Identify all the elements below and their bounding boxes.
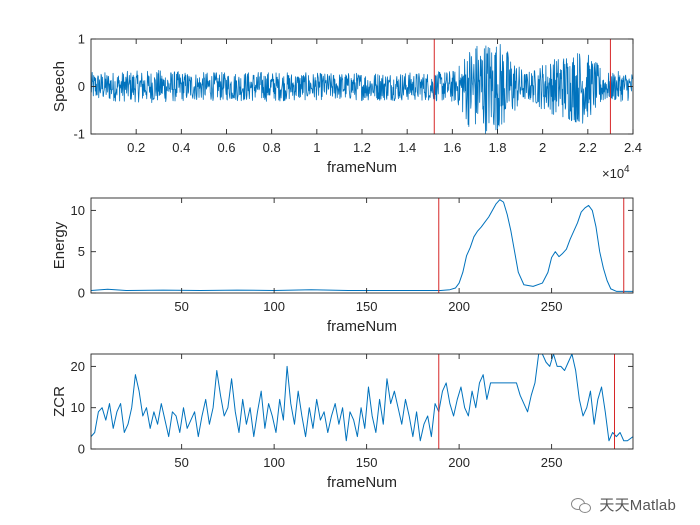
x-tick-label: 100 [263,455,285,470]
x-tick-label: 1.6 [443,140,461,155]
axes-frame [90,353,634,450]
x-tick-label: 0.6 [217,140,235,155]
x-tick-label: 1.2 [353,140,371,155]
zcr-line [91,354,633,442]
x-tick-label: 0.2 [127,140,145,155]
series-group [91,39,633,134]
subplot-1: 0.2 0.4 0.6 0.8 1 1.2 1.4 1.6 1.8 2 2.2 2.4 -1 0 1 fram… [51,32,642,182]
x-axis-label: frameNum [327,474,397,491]
speech-line [91,44,633,134]
y-axis-label: Speech [51,61,68,112]
y-axis-label: Energy [51,221,68,269]
x-tick-label: 1 [313,140,320,155]
axes-frame [90,197,634,294]
x-tick-label: 200 [448,299,470,314]
x-tick-label: 150 [356,299,378,314]
watermark-text: 天天Matlab [599,497,676,514]
y-tick-label: -1 [73,127,85,142]
series-group [91,354,633,449]
x-exponent-label: ×10 [602,166,624,181]
x-tick-label: 1.4 [398,140,416,155]
watermark: 天天Matlab [571,494,676,515]
y-tick-label: 10 [71,203,85,218]
x-tick-label: 2.4 [624,140,642,155]
x-exponent-power: 4 [624,164,630,175]
x-tick-label: 2 [539,140,546,155]
plot-area [91,354,633,449]
y-tick-label: 5 [78,244,85,259]
x-tick-label: 50 [174,455,188,470]
x-tick-label: 2.2 [579,140,597,155]
wechat-icon [571,496,593,514]
subplot-2: 50 100 150 200 250 0 5 10 frameNum Energy [51,197,634,335]
series-group [91,198,633,293]
y-tick-label: 0 [78,286,85,301]
x-tick-label: 0.8 [263,140,281,155]
y-axis-label: ZCR [51,386,68,417]
x-tick-label: 0.4 [172,140,190,155]
y-tick-label: 10 [71,400,85,415]
y-tick-label: 0 [78,79,85,94]
x-tick-label: 250 [541,455,563,470]
x-axis-label: frameNum [327,159,397,176]
x-tick-label: 250 [541,299,563,314]
plot-area [91,198,633,293]
x-tick-label: 1.8 [488,140,506,155]
x-axis-label: frameNum [327,318,397,335]
energy-line [91,199,633,292]
y-tick-label: 1 [78,32,85,47]
x-tick-label: 200 [448,455,470,470]
y-tick-label: 20 [71,359,85,374]
x-tick-label: 50 [174,299,188,314]
y-tick-label: 0 [78,442,85,457]
x-tick-label: 100 [263,299,285,314]
subplot-3: 50 100 150 200 250 0 10 20 frameNum ZCR [51,353,634,491]
x-tick-label: 150 [356,455,378,470]
